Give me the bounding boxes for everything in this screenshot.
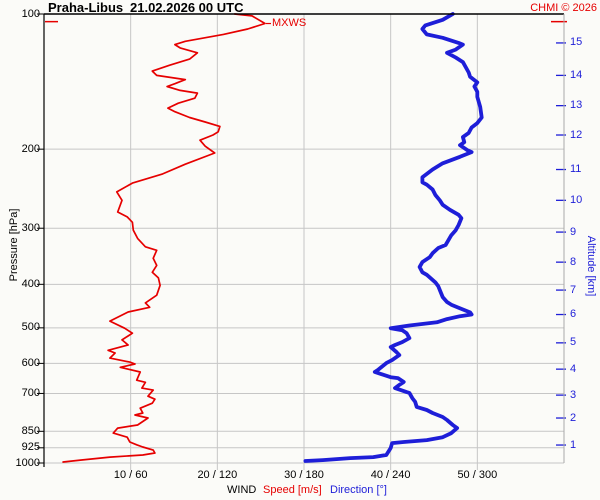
altitude-tick-label: 10 [570, 193, 583, 206]
pressure-tick-label: 700 [21, 386, 40, 399]
pressure-tick-label: 100 [21, 7, 40, 20]
pressure-tick-label: 500 [21, 321, 40, 334]
altitude-tick-label: 11 [570, 163, 582, 175]
direction-axis-label: Direction [°] [330, 484, 387, 496]
altitude-tick-label: 8 [570, 255, 577, 268]
speed-axis-label: Speed [m/s] [263, 484, 322, 496]
wind-tick-label: 40 / 240 [370, 469, 411, 481]
pressure-tick-label: 1000 [15, 456, 40, 469]
altitude-tick-label: 13 [570, 99, 583, 112]
altitude-tick-label: 3 [570, 388, 577, 401]
pressure-tick-label: 850 [21, 424, 40, 437]
altitude-tick-label: 5 [570, 336, 577, 349]
altitude-tick-label: 1 [570, 438, 577, 451]
pressure-axis-title: Pressure [hPa] [8, 208, 20, 282]
altitude-tick-label: 7 [570, 283, 577, 296]
wind-tick-label: 10 / 60 [113, 469, 148, 481]
altitude-tick-label: 4 [570, 362, 577, 375]
pressure-tick-label: 200 [21, 142, 40, 155]
wind-speed-curve [62, 13, 266, 463]
sounding-datetime: 21.02.2026 00 UTC [130, 0, 244, 15]
wind-tick-label: 20 / 120 [197, 469, 238, 481]
pressure-tick-label: 400 [21, 277, 40, 290]
altitude-tick-label: 6 [570, 308, 577, 321]
pressure-tick-label: 600 [21, 356, 40, 369]
pressure-tick-label: 925 [21, 441, 40, 454]
altitude-tick-label: 14 [570, 68, 583, 81]
wind-axis-group-label: WIND [227, 484, 257, 496]
station-name: Praha-Libus [48, 0, 124, 15]
wind-tick-label: 50 / 300 [457, 469, 498, 481]
altitude-tick-label: 12 [570, 128, 583, 141]
altitude-tick-label: 2 [570, 411, 577, 424]
pressure-tick-label: 300 [21, 221, 40, 234]
copyright-label: CHMI © 2026 [530, 2, 597, 14]
wind-tick-label: 30 / 180 [284, 469, 324, 481]
altitude-tick-label: 15 [570, 36, 583, 49]
altitude-axis-title: Altitude [km] [585, 235, 597, 297]
mxws-label: MXWS [272, 17, 307, 29]
altitude-tick-label: 9 [570, 225, 577, 238]
wind-direction-curve [303, 12, 484, 463]
